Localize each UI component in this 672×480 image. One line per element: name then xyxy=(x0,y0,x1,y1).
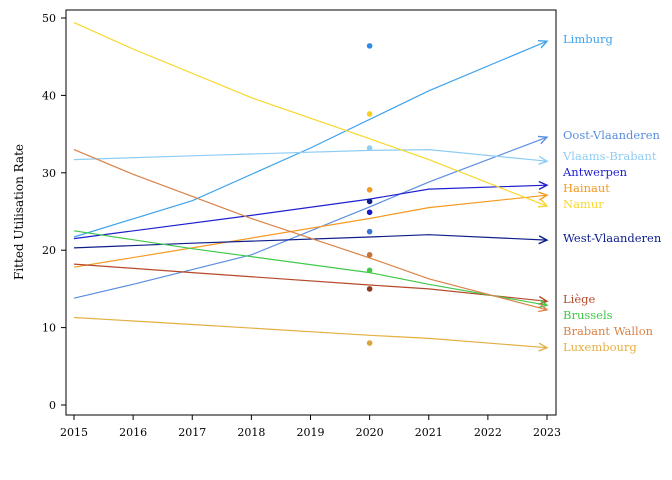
series-arrowhead-liege xyxy=(538,295,549,305)
series-label-liege: Liège xyxy=(563,292,595,306)
series-arrowhead-brabant-wallon xyxy=(538,303,549,313)
series-arrowhead-antwerpen xyxy=(538,180,549,191)
series-arrowhead-oost-vlaanderen xyxy=(537,135,549,145)
series-line-hainaut xyxy=(73,194,548,268)
y-tick-label: 0 xyxy=(49,399,56,412)
x-tick-label: 2016 xyxy=(119,426,147,439)
y-tick-label: 30 xyxy=(42,167,56,180)
series-point-west-vlaanderen xyxy=(366,198,373,205)
series-label-namur: Namur xyxy=(563,197,604,211)
axis-ticks: 0 10 20 30 40 50 2015 2016 2017 2018 2019 2020 2021 2… xyxy=(42,12,561,439)
series-line-west-vlaanderen xyxy=(73,234,548,249)
series-line-limburg xyxy=(73,40,548,238)
y-tick-label: 10 xyxy=(42,322,56,335)
series-line-brabant-wallon xyxy=(73,149,548,311)
series-point-luxembourg xyxy=(366,340,373,346)
series-label-antwerpen: Antwerpen xyxy=(562,165,628,179)
series-arrowhead-limburg xyxy=(537,40,549,49)
series-point-antwerpen xyxy=(366,209,373,216)
series-point-brabant-wallon xyxy=(366,252,373,258)
series-label-west-vlaanderen: West-Vlaanderen xyxy=(563,231,662,245)
series-point-limburg xyxy=(366,43,373,49)
series-line-vlaams-brabant xyxy=(73,148,548,162)
y-axis-title: Fitted Utilisation Rate xyxy=(12,144,26,280)
series-line-luxembourg xyxy=(73,316,548,349)
series-point-hainaut xyxy=(366,187,373,193)
plot-frame xyxy=(65,9,557,416)
x-tick-label: 2018 xyxy=(237,426,265,439)
y-tick-label: 20 xyxy=(42,244,56,257)
series-points xyxy=(366,43,373,346)
series-arrowhead-hainaut xyxy=(538,191,549,201)
series-point-namur xyxy=(366,111,373,117)
x-tick-label: 2017 xyxy=(178,426,206,439)
x-tick-label: 2023 xyxy=(533,426,561,439)
series-arrowhead-luxembourg xyxy=(538,342,549,352)
series-point-brussels xyxy=(366,267,373,274)
series-line-liege xyxy=(73,263,548,302)
x-tick-label: 2015 xyxy=(60,426,88,439)
x-tick-label: 2022 xyxy=(474,426,502,439)
series-labels: Limburg Oost-Vlaanderen Vlaams-Brabant Antw… xyxy=(562,32,662,354)
series-arrowhead-vlaams-brabant xyxy=(538,155,549,165)
series-label-luxembourg: Luxembourg xyxy=(563,340,637,354)
series-label-brabant-wallon: Brabant Wallon xyxy=(563,324,654,338)
x-tick-label: 2019 xyxy=(297,426,325,439)
series-label-hainaut: Hainaut xyxy=(563,181,610,195)
series-line-oost-vlaanderen xyxy=(73,136,548,299)
series-point-liege xyxy=(366,286,373,292)
y-tick-label: 50 xyxy=(42,12,56,25)
series-arrowhead-brussels xyxy=(538,299,549,309)
series-label-vlaams-brabant: Vlaams-Brabant xyxy=(562,149,657,163)
y-tick-label: 40 xyxy=(42,89,56,102)
x-tick-label: 2021 xyxy=(415,426,443,439)
x-tick-label: 2020 xyxy=(356,426,384,439)
series-line-namur xyxy=(73,22,548,207)
series-arrowhead-namur xyxy=(537,199,549,208)
series-lines xyxy=(73,22,549,352)
series-label-brussels: Brussels xyxy=(563,308,613,322)
series-label-limburg: Limburg xyxy=(563,32,613,46)
series-arrowhead-west-vlaanderen xyxy=(538,235,549,245)
series-point-vlaams-brabant xyxy=(366,145,373,151)
series-label-oost-vlaanderen: Oost-Vlaanderen xyxy=(563,128,660,142)
series-point-oost-vlaanderen xyxy=(366,228,373,235)
